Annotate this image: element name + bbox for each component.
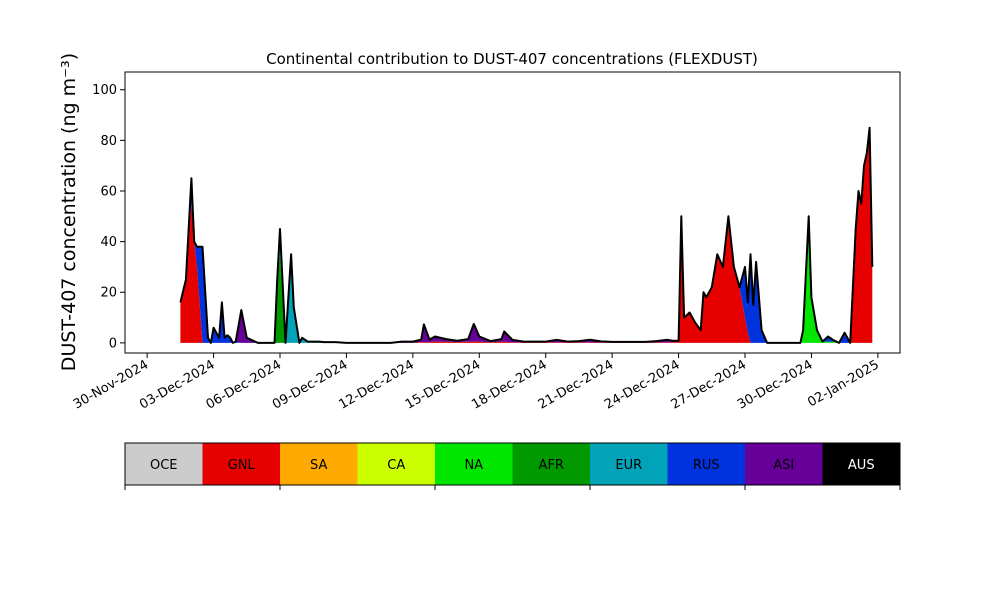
legend-label-ca: CA [387,458,405,473]
legend-swatch-afr [512,443,590,485]
legend-label-eur: EUR [615,458,642,473]
legend-swatch-sa [280,443,358,485]
total-concentration-line [179,126,874,344]
legend-label-asi: ASI [773,458,794,473]
legend-swatch-oce [125,443,203,485]
x-tick-label: 02-Jan-2025 [805,357,882,410]
legend-label-sa: SA [310,458,327,473]
x-tick-label: 30-Dec-2024 [735,357,815,412]
y-axis-label: DUST-407 concentration (ng m⁻³) [58,53,80,371]
legend-label-gnl: GNL [228,458,256,473]
y-tick-label: 60 [100,184,117,199]
y-tick-label: 20 [100,286,117,301]
legend-swatch-asi [745,443,823,485]
legend-swatch-rus [667,443,745,485]
legend-swatch-eur [590,443,668,485]
legend-label-aus: AUS [848,458,875,473]
plot-frame [124,71,901,354]
x-axis: 30-Nov-202403-Dec-202406-Dec-202409-Dec-… [71,353,882,413]
y-tick-label: 100 [92,83,117,98]
legend-swatch-aus [822,443,900,485]
legend-swatch-gnl [202,443,280,485]
chart-title: Continental contribution to DUST-407 con… [266,50,758,68]
y-tick-label: 80 [100,134,117,149]
legend-colorbar: OCE GNL SA CA NA AFR EUR RUS ASI AUS [124,442,901,490]
legend-frame [124,442,901,486]
y-axis: 0 20 40 60 80 100 [92,83,125,351]
y-tick-label: 0 [109,336,117,351]
legend-label-rus: RUS [693,458,720,473]
legend-label-na: NA [464,458,483,473]
legend-label-oce: OCE [150,458,178,473]
legend-label-afr: AFR [539,458,564,473]
y-tick-label: 40 [100,235,117,250]
legend-swatch-na [435,443,513,485]
legend-swatch-ca [357,443,435,485]
